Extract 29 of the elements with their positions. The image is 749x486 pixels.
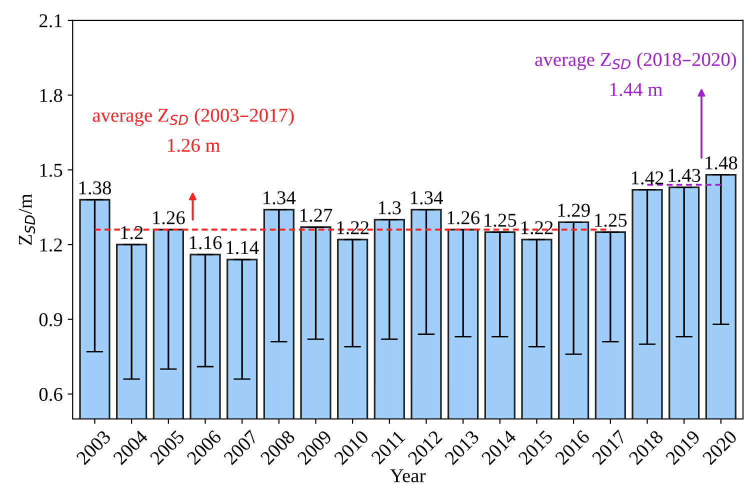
data-label: 1.3 <box>378 201 401 214</box>
annotation: average Z$_{SD}$ (2003–2017) 1.26 m <box>92 108 294 152</box>
data-label: 1.27 <box>300 208 332 222</box>
data-label: 1.34 <box>410 191 443 204</box>
data-label: 1.14 <box>226 241 259 254</box>
data-label: 1.38 <box>79 181 112 194</box>
x-tick-label: 2011 <box>370 430 406 465</box>
y-tick-label: 0.9 <box>39 313 62 326</box>
y-axis-title: Z$_{SD}$/m <box>18 194 36 245</box>
data-label: 1.43 <box>668 168 700 182</box>
data-label: 1.34 <box>264 191 296 204</box>
x-axis-title: Year <box>390 469 426 482</box>
data-label: 1.2 <box>121 226 143 240</box>
data-label: 1.26 <box>448 211 480 224</box>
y-tick-label: 0.6 <box>39 388 62 402</box>
data-label: 1.22 <box>337 221 369 234</box>
data-label: 1.48 <box>706 156 738 170</box>
data-label: 1.16 <box>190 236 222 250</box>
data-label: 1.25 <box>595 214 627 227</box>
annotation: average Z$_{SD}$ (2018–2020) 1.44 m <box>535 52 736 96</box>
y-tick-label: 1.8 <box>40 88 62 102</box>
data-label: 1.42 <box>632 171 664 185</box>
data-label: 1.29 <box>558 204 590 217</box>
data-label: 1.22 <box>521 221 553 234</box>
y-tick-label: 1.2 <box>40 238 62 252</box>
y-tick-label: 2.1 <box>39 14 62 28</box>
y-tick-label: 1.5 <box>40 164 62 177</box>
data-label: 1.25 <box>484 214 516 227</box>
data-label: 1.26 <box>153 211 185 224</box>
